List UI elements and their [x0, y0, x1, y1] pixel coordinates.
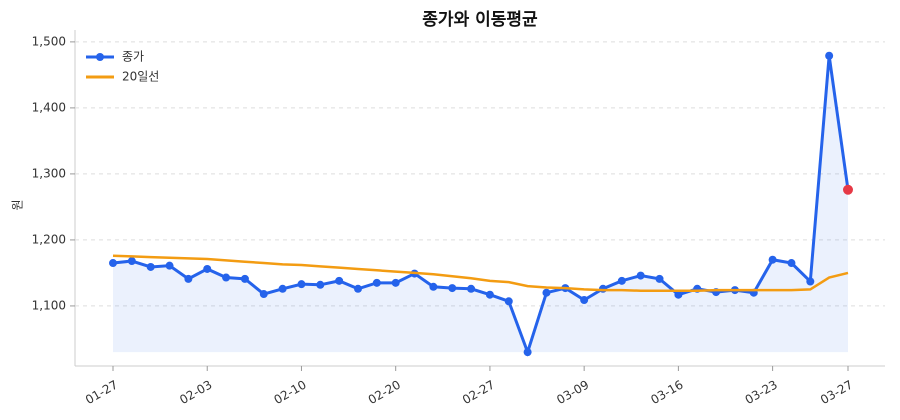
- point: [448, 284, 457, 293]
- area: [113, 55, 848, 353]
- x-tick-label: 01-27: [83, 378, 120, 408]
- point: [768, 255, 777, 264]
- point: [184, 274, 193, 283]
- legend-label: 20일선: [122, 70, 159, 84]
- point: [297, 280, 306, 289]
- x-tick-label: 03-09: [554, 378, 591, 408]
- point: [674, 290, 683, 299]
- point: [787, 259, 796, 268]
- point: [523, 348, 532, 357]
- point: [429, 282, 438, 291]
- point: [617, 276, 626, 285]
- legend-label: 종가: [122, 50, 144, 64]
- point: [240, 274, 249, 283]
- point: [372, 278, 381, 287]
- point: [636, 271, 645, 280]
- y-tick-label: 1,400: [32, 100, 66, 114]
- line: [112, 254, 849, 292]
- x-tick-label: 03-27: [818, 378, 855, 408]
- point: [165, 261, 174, 270]
- point: [354, 284, 362, 293]
- point: [806, 277, 815, 286]
- point: [146, 262, 155, 271]
- x-tick-label: 02-03: [177, 378, 214, 408]
- point: [655, 274, 664, 283]
- legend-marker: [96, 53, 104, 61]
- point: [485, 290, 494, 299]
- x-tick-label: 03-23: [743, 378, 780, 408]
- point: [259, 290, 268, 299]
- x-tick-label: 02-10: [272, 378, 309, 408]
- x-tick-label: 02-20: [366, 378, 403, 408]
- y-tick-label: 1,300: [32, 166, 66, 180]
- y-tick-label: 1,200: [32, 232, 66, 246]
- y-tick-label: 1,500: [32, 34, 66, 48]
- point: [825, 51, 834, 60]
- point: [203, 264, 212, 273]
- x-tick-label: 02-27: [460, 378, 497, 408]
- point: [467, 284, 476, 293]
- point: [278, 284, 287, 293]
- point: [391, 278, 400, 287]
- point: [316, 280, 325, 289]
- last-point: [843, 184, 853, 195]
- point: [127, 257, 136, 266]
- y-tick-label: 1,100: [32, 298, 66, 312]
- point: [580, 295, 589, 304]
- point: [542, 288, 551, 297]
- point: [335, 276, 344, 285]
- point: [222, 273, 231, 282]
- chart-title: 종가와 이동평균: [422, 10, 538, 30]
- point: [109, 259, 117, 268]
- point: [504, 297, 513, 306]
- x-tick-label: 03-16: [648, 378, 685, 408]
- y-axis-label: 원: [11, 199, 25, 210]
